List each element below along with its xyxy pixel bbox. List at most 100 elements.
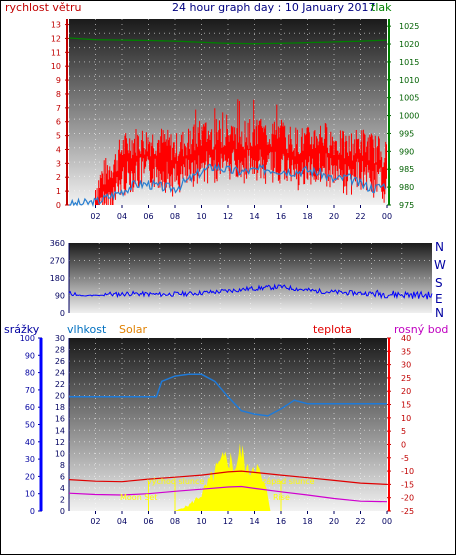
pressure-y-tick: 975 xyxy=(399,201,414,210)
pressure-y-tick: 1025 xyxy=(399,22,419,31)
humidity-y-tick: 14 xyxy=(55,426,65,435)
pressure-y-tick: 1020 xyxy=(399,40,419,49)
direction-label-n-bottom: N xyxy=(435,306,444,320)
temperature-y-tick: -25 xyxy=(401,507,414,516)
p3-x-tick: 18 xyxy=(302,517,312,526)
temperature-y-tick: -15 xyxy=(401,480,414,489)
pressure-label: tlak xyxy=(371,1,392,14)
p3-x-tick: 16 xyxy=(276,517,286,526)
pressure-y-tick: 990 xyxy=(399,147,414,156)
humidity-y-tick: 20 xyxy=(55,392,65,401)
p3-x-tick: 14 xyxy=(249,517,259,526)
pressure-y-tick: 1000 xyxy=(399,112,419,121)
rain-label: srážky xyxy=(4,323,40,336)
humidity-label: vlhkost xyxy=(67,323,107,336)
pressure-y-tick: 995 xyxy=(399,129,414,138)
dew-point-label: rosný bod xyxy=(394,323,448,336)
p3-x-tick: 22 xyxy=(355,517,365,526)
humidity-line xyxy=(69,373,387,417)
wind-speed-line xyxy=(95,99,387,205)
humidity-y-tick: 28 xyxy=(55,346,65,355)
p3-x-tick: 00 xyxy=(382,517,392,526)
rain-y-tick: 10 xyxy=(25,490,35,499)
humidity-y-tick: 12 xyxy=(55,438,65,447)
temperature-y-tick: 30 xyxy=(401,361,411,370)
dew-point-line xyxy=(68,485,388,503)
temperature-y-tick: 25 xyxy=(401,374,411,383)
p1-x-tick: 20 xyxy=(329,212,339,221)
temperature-y-tick: 15 xyxy=(401,401,411,410)
pressure-y-tick: 980 xyxy=(399,183,414,192)
p1-x-tick: 04 xyxy=(117,212,127,221)
direction-y-tick: 90 xyxy=(55,292,65,301)
p3-x-tick: 04 xyxy=(117,517,127,526)
p1-x-tick: 12 xyxy=(223,212,233,221)
direction-label-w: W xyxy=(434,258,446,272)
p1-x-tick: 22 xyxy=(355,212,365,221)
p1-x-tick: 14 xyxy=(249,212,259,221)
rain-y-tick: 50 xyxy=(25,421,35,430)
direction-y-tick: 270 xyxy=(50,257,65,266)
p1-x-tick: 08 xyxy=(170,212,180,221)
rain-y-tick: 20 xyxy=(25,472,35,481)
wind-y-tick: 6 xyxy=(56,118,61,127)
wind-y-tick: 4 xyxy=(56,145,61,154)
p3-x-tick: 02 xyxy=(90,517,100,526)
temperature-y-tick: 35 xyxy=(401,347,411,356)
humidity-y-tick: 2 xyxy=(60,495,65,504)
temperature-y-tick: -10 xyxy=(401,467,414,476)
p1-x-tick: 02 xyxy=(90,212,100,221)
temperature-label: teplota xyxy=(313,323,352,336)
rain-y-tick: 30 xyxy=(25,455,35,464)
temperature-y-tick: 0 xyxy=(401,440,406,449)
direction-y-tick: 360 xyxy=(50,239,65,248)
direction-label-n-top: N xyxy=(435,240,444,254)
humidity-y-tick: 0 xyxy=(60,507,65,516)
wind-average-line xyxy=(69,163,386,208)
wind-y-tick: 11 xyxy=(51,48,61,57)
wind-speed-label: rychlost větru xyxy=(5,1,81,14)
temperature-y-tick: 10 xyxy=(401,414,411,423)
chart-title: 24 hour graph day : 10 January 2017 xyxy=(172,1,376,14)
wind-y-tick: 9 xyxy=(56,76,61,85)
wind-y-tick: 1 xyxy=(56,187,61,196)
temperature-y-tick: -5 xyxy=(401,454,409,463)
rain-y-tick: 60 xyxy=(25,403,35,412)
humidity-y-tick: 16 xyxy=(55,415,65,424)
humidity-y-tick: 24 xyxy=(55,369,65,378)
rain-y-tick: 70 xyxy=(25,386,35,395)
p3-x-tick: 20 xyxy=(329,517,339,526)
wind-direction-line xyxy=(68,283,433,300)
solar-label: Solar xyxy=(119,323,148,336)
rain-y-tick: 40 xyxy=(25,438,35,447)
pressure-y-tick: 1005 xyxy=(399,94,419,103)
moonset-annotation: Moon Set xyxy=(120,493,157,502)
pressure-line xyxy=(68,37,388,45)
wind-y-tick: 5 xyxy=(56,132,61,141)
humidity-y-tick: 8 xyxy=(60,461,65,470)
humidity-y-tick: 4 xyxy=(60,484,65,493)
sunset-annotation: západ slunce xyxy=(262,477,315,486)
p3-x-tick: 08 xyxy=(170,517,180,526)
p1-x-tick: 10 xyxy=(196,212,206,221)
pressure-y-tick: 985 xyxy=(399,165,414,174)
rain-y-tick: 0 xyxy=(30,507,35,516)
p3-x-tick: 06 xyxy=(143,517,153,526)
humidity-y-tick: 10 xyxy=(55,449,65,458)
wind-y-tick: 12 xyxy=(51,34,61,43)
temperature-y-tick: 20 xyxy=(401,387,411,396)
moonrise-annotation: Rise xyxy=(273,493,290,502)
direction-label-s: S xyxy=(435,276,443,290)
temperature-y-tick: 5 xyxy=(401,427,406,436)
wind-y-tick: 0 xyxy=(56,201,61,210)
direction-label-e: E xyxy=(435,292,443,306)
direction-y-tick: 180 xyxy=(50,274,65,283)
p1-x-tick: 00 xyxy=(382,212,392,221)
p3-x-tick: 12 xyxy=(223,517,233,526)
p1-x-tick: 16 xyxy=(276,212,286,221)
wind-y-tick: 13 xyxy=(51,21,61,30)
rain-y-tick: 100 xyxy=(20,334,35,343)
humidity-y-tick: 30 xyxy=(55,334,65,343)
rain-y-tick: 90 xyxy=(25,351,35,360)
wind-y-tick: 10 xyxy=(51,62,61,71)
